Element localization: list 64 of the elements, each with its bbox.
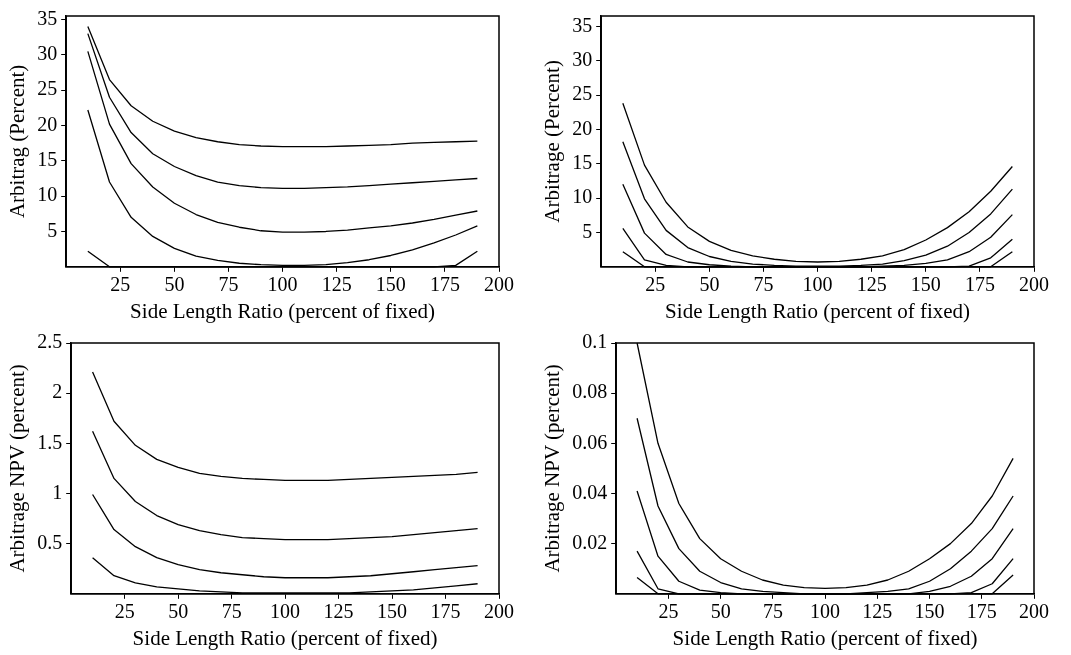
y-tick-label: 25 xyxy=(572,82,593,105)
x-axis-title: Side Length Ratio (percent of fixed) xyxy=(132,625,438,650)
y-tick-label: 0.5 xyxy=(37,530,63,553)
y-tick-label: 0.1 xyxy=(582,330,608,353)
x-tick-label: 75 xyxy=(762,600,783,623)
x-tick-label: 50 xyxy=(710,600,731,623)
y-axis-title: Arbitrag (Percent) xyxy=(5,64,30,219)
y-tick-label: 2.5 xyxy=(37,330,63,353)
x-tick-label: 175 xyxy=(429,273,460,296)
y-tick-label: 1.5 xyxy=(37,430,63,453)
x-tick-label: 150 xyxy=(910,273,941,296)
x-tick-label: 50 xyxy=(699,273,720,296)
x-axis-title: Side Length Ratio (percent of fixed) xyxy=(672,625,978,650)
y-tick-label: 5 xyxy=(47,218,58,241)
x-tick-label: 175 xyxy=(964,273,995,296)
x-tick-label: 150 xyxy=(375,273,406,296)
x-tick-label: 50 xyxy=(168,600,189,623)
y-tick-label: 15 xyxy=(572,150,593,173)
x-tick-label: 100 xyxy=(810,600,841,623)
x-tick-label: 150 xyxy=(377,600,408,623)
y-tick-label: 10 xyxy=(572,185,593,208)
y-tick-label: 5 xyxy=(582,219,593,242)
x-tick-label: 75 xyxy=(753,273,774,296)
y-tick-label: 35 xyxy=(572,13,593,36)
x-tick-label: 25 xyxy=(658,600,679,623)
y-tick-label: 35 xyxy=(37,6,58,29)
y-tick-label: 20 xyxy=(572,116,593,139)
y-axis-title: Arbitrage NPV (percent) xyxy=(5,364,30,573)
x-tick-label: 200 xyxy=(1019,600,1049,623)
x-tick-label: 200 xyxy=(484,600,514,623)
y-tick-label: 25 xyxy=(37,77,58,100)
y-tick-label: 0.08 xyxy=(572,380,608,403)
x-tick-label: 125 xyxy=(323,600,354,623)
x-tick-label: 150 xyxy=(914,600,945,623)
x-tick-label: 175 xyxy=(430,600,461,623)
y-tick-label: 30 xyxy=(572,47,593,70)
x-tick-label: 125 xyxy=(321,273,352,296)
x-tick-label: 125 xyxy=(856,273,887,296)
y-tick-label: 10 xyxy=(37,183,58,206)
x-axis-title: Side Length Ratio (percent of fixed) xyxy=(665,298,971,323)
y-tick-label: 0.04 xyxy=(572,480,608,503)
x-tick-label: 200 xyxy=(484,273,514,296)
y-tick-label: 2 xyxy=(52,380,63,403)
y-tick-label: 15 xyxy=(37,148,58,171)
x-axis-title: Side Length Ratio (percent of fixed) xyxy=(130,298,436,323)
y-axis-title: Arbitrage (Percent) xyxy=(540,60,565,223)
x-tick-label: 125 xyxy=(862,600,893,623)
x-tick-label: 25 xyxy=(110,273,131,296)
x-tick-label: 25 xyxy=(645,273,666,296)
y-tick-label: 20 xyxy=(37,112,58,135)
x-tick-label: 100 xyxy=(270,600,301,623)
y-axis-title: Arbitrage NPV (percent) xyxy=(540,364,565,573)
x-tick-label: 50 xyxy=(164,273,185,296)
x-tick-label: 200 xyxy=(1019,273,1049,296)
x-tick-label: 100 xyxy=(802,273,833,296)
x-tick-label: 175 xyxy=(966,600,997,623)
x-tick-label: 25 xyxy=(114,600,135,623)
y-tick-label: 1 xyxy=(52,480,63,503)
x-tick-label: 75 xyxy=(218,273,239,296)
x-tick-label: 100 xyxy=(267,273,298,296)
x-tick-label: 75 xyxy=(221,600,242,623)
y-tick-label: 0.06 xyxy=(572,430,608,453)
y-tick-label: 0.02 xyxy=(572,530,608,553)
y-tick-label: 30 xyxy=(37,42,58,65)
